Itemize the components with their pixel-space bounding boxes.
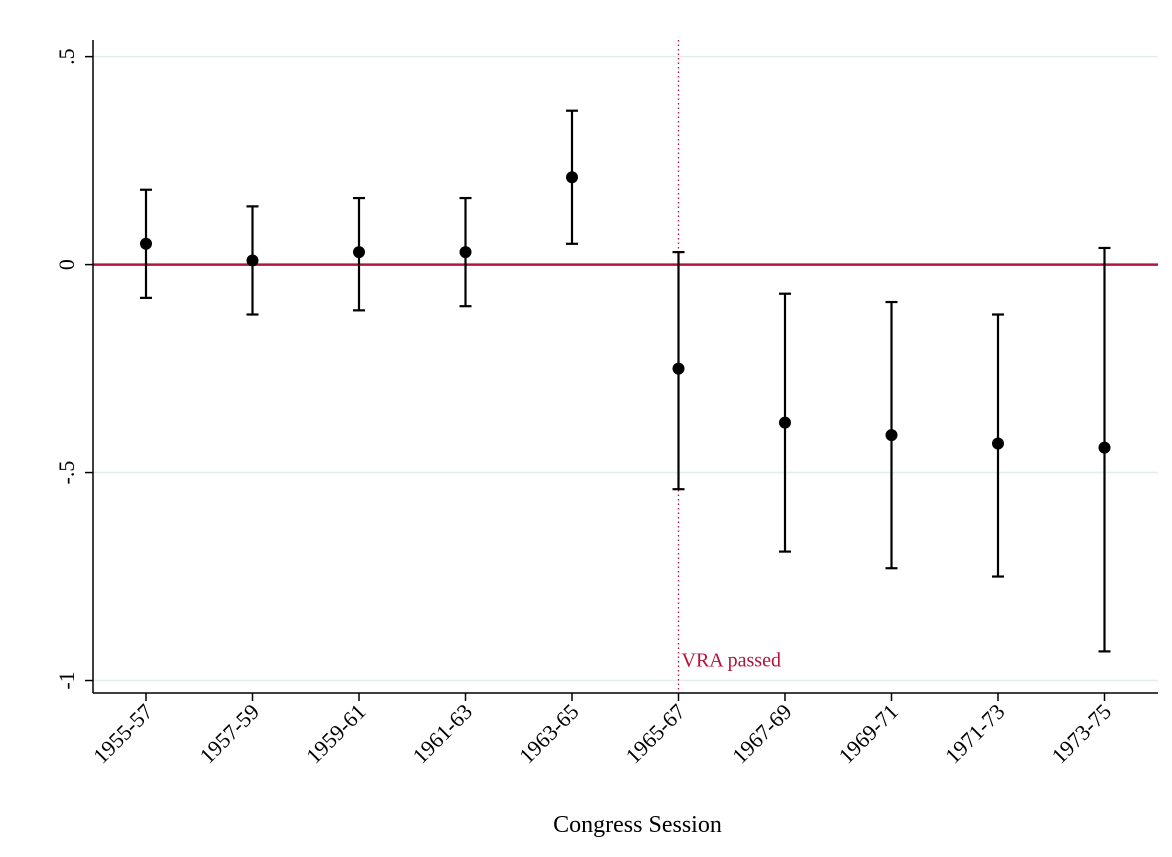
point-estimate <box>1098 441 1111 454</box>
y-tick-label: .5 <box>54 48 79 65</box>
error-bars <box>140 109 1111 653</box>
x-tick-label: 1959-61 <box>301 699 371 769</box>
point-estimate <box>885 429 898 442</box>
x-tick-label: 1973-75 <box>1047 699 1117 769</box>
x-tick-label: 1967-69 <box>727 699 797 769</box>
point-estimate <box>672 362 685 375</box>
y-tick-label: 0 <box>54 259 79 270</box>
x-tick-label: 1965-67 <box>621 699 691 769</box>
point-estimate <box>992 437 1004 450</box>
y-tick-label: -.5 <box>54 461 79 485</box>
points <box>140 171 1111 454</box>
point-estimate <box>566 171 578 184</box>
x-tick-label: 1961-63 <box>408 699 478 769</box>
reference-lines <box>93 40 1158 693</box>
point-estimate <box>246 254 259 267</box>
y-ticks: .5 0 -.5 -1 <box>54 48 93 690</box>
point-estimate <box>779 416 791 429</box>
point-estimate <box>459 246 472 259</box>
point-estimate <box>353 246 365 259</box>
x-axis-title: Congress Session <box>553 812 722 838</box>
x-ticks: 1955-57 1957-59 1959-61 1961-63 1963-65 1965-… <box>88 693 1116 768</box>
axes <box>92 40 1158 694</box>
x-tick-label: 1957-59 <box>195 699 265 769</box>
y-tick-label: -1 <box>54 671 79 689</box>
x-tick-label: 1955-57 <box>88 699 158 769</box>
x-tick-label: 1963-65 <box>514 699 584 769</box>
vra-annotation: VRA passed <box>682 650 781 672</box>
x-tick-label: 1969-71 <box>834 699 904 769</box>
x-tick-label: 1971-73 <box>940 699 1010 769</box>
point-estimate <box>140 237 152 250</box>
